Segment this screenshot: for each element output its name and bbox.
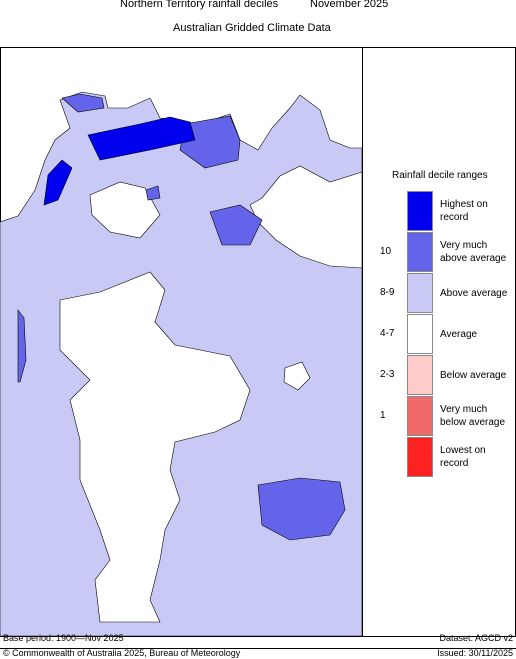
map-frame bbox=[0, 47, 516, 637]
very-much-above bbox=[61, 93, 105, 113]
gulf bbox=[249, 165, 363, 269]
very-much-above bbox=[209, 204, 263, 246]
highest bbox=[87, 116, 196, 161]
legend-swatch bbox=[407, 314, 433, 354]
average-region bbox=[283, 361, 311, 391]
legend-label: Average bbox=[440, 328, 478, 340]
very-much-above bbox=[145, 185, 161, 201]
decile-label: 4-7 bbox=[380, 328, 395, 339]
very-much-above bbox=[179, 115, 241, 169]
base-period: Base period: 1900—Nov 2025 bbox=[3, 633, 124, 643]
period: November 2025 bbox=[310, 0, 389, 10]
average-region bbox=[59, 271, 251, 623]
copyright: © Commonwealth of Australia 2025, Bureau… bbox=[3, 648, 241, 658]
very-much-above bbox=[17, 309, 27, 383]
legend-label: Very much above average bbox=[440, 240, 507, 264]
legend-label: Very much below average bbox=[440, 404, 506, 428]
highest bbox=[43, 159, 73, 206]
legend-label: Highest on record bbox=[440, 199, 488, 223]
legend-title: Rainfall decile ranges bbox=[392, 170, 488, 181]
very-much-above bbox=[257, 477, 346, 541]
average-region bbox=[89, 181, 161, 239]
decile-label: 2-3 bbox=[380, 369, 395, 380]
map bbox=[0, 91, 363, 637]
legend-swatch bbox=[407, 355, 433, 395]
footer-rule bbox=[0, 648, 516, 649]
decile-label: 1 bbox=[380, 410, 386, 421]
issued: Issued: 30/11/2025 bbox=[437, 648, 513, 658]
legend-label: Lowest on record bbox=[440, 445, 486, 469]
legend-swatch bbox=[407, 191, 433, 231]
dataset: Dataset: AGCD v2 bbox=[439, 633, 513, 643]
legend-label: Above average bbox=[440, 287, 508, 299]
decile-label: 10 bbox=[380, 246, 392, 257]
legend-swatch bbox=[407, 232, 433, 272]
legend-swatch bbox=[407, 437, 433, 477]
title: Northern Territory rainfall deciles bbox=[120, 0, 279, 10]
decile-label: 8-9 bbox=[380, 287, 395, 298]
legend-swatch bbox=[407, 273, 433, 313]
subtitle: Australian Gridded Climate Data bbox=[173, 22, 331, 34]
legend-label: Below average bbox=[440, 369, 507, 381]
legend-swatch bbox=[407, 396, 433, 436]
